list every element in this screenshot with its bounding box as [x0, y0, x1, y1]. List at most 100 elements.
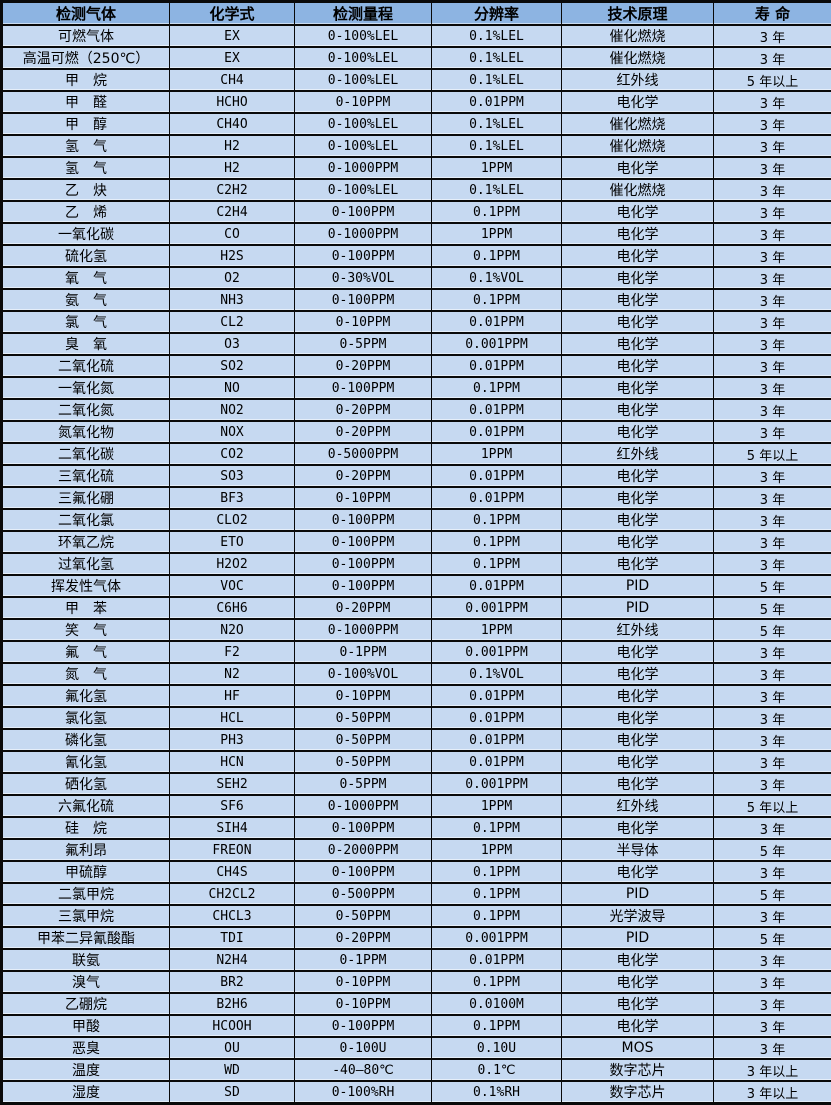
cell-formula: SD: [170, 1081, 295, 1104]
cell-lifespan: 3 年: [714, 421, 831, 443]
cell-range: 0-100PPM: [295, 861, 432, 883]
cell-lifespan: 3 年: [714, 267, 831, 289]
cell-gas-name: 甲 烷: [2, 69, 170, 91]
cell-range: 0-100PPM: [295, 1015, 432, 1037]
cell-resolution: 1PPM: [432, 839, 562, 861]
cell-lifespan: 3 年: [714, 289, 831, 311]
cell-gas-name: 氟 气: [2, 641, 170, 663]
cell-lifespan: 3 年: [714, 773, 831, 795]
cell-lifespan: 3 年: [714, 223, 831, 245]
cell-principle: 电化学: [562, 553, 714, 575]
cell-lifespan: 3 年: [714, 949, 831, 971]
cell-lifespan: 3 年: [714, 135, 831, 157]
cell-range: 0-10PPM: [295, 311, 432, 333]
cell-range: 0-10PPM: [295, 971, 432, 993]
cell-lifespan: 3 年: [714, 245, 831, 267]
cell-resolution: 0.1%LEL: [432, 25, 562, 47]
column-header-resolution: 分辨率: [432, 2, 562, 26]
cell-formula: HCL: [170, 707, 295, 729]
cell-resolution: 0.1PPM: [432, 509, 562, 531]
cell-formula: O3: [170, 333, 295, 355]
cell-formula: CH4: [170, 69, 295, 91]
cell-resolution: 1PPM: [432, 443, 562, 465]
cell-range: 0-1000PPM: [295, 157, 432, 179]
cell-principle: 电化学: [562, 267, 714, 289]
cell-formula: BR2: [170, 971, 295, 993]
cell-lifespan: 3 年: [714, 707, 831, 729]
cell-resolution: 0.01PPM: [432, 399, 562, 421]
cell-formula: CL2: [170, 311, 295, 333]
cell-principle: 红外线: [562, 619, 714, 641]
cell-gas-name: 氢 气: [2, 157, 170, 179]
cell-range: 0-10PPM: [295, 685, 432, 707]
cell-gas-name: 甲 苯: [2, 597, 170, 619]
cell-gas-name: 乙 烯: [2, 201, 170, 223]
cell-formula: NOX: [170, 421, 295, 443]
cell-lifespan: 5 年: [714, 839, 831, 861]
cell-formula: H2: [170, 157, 295, 179]
cell-range: 0-50PPM: [295, 707, 432, 729]
cell-formula: H2S: [170, 245, 295, 267]
cell-principle: PID: [562, 575, 714, 597]
cell-formula: CO2: [170, 443, 295, 465]
cell-gas-name: 磷化氢: [2, 729, 170, 751]
cell-formula: SIH4: [170, 817, 295, 839]
cell-range: 0-20PPM: [295, 399, 432, 421]
cell-principle: 电化学: [562, 993, 714, 1015]
cell-lifespan: 3 年: [714, 113, 831, 135]
cell-gas-name: 挥发性气体: [2, 575, 170, 597]
cell-formula: EX: [170, 47, 295, 69]
cell-lifespan: 3 年: [714, 179, 831, 201]
cell-principle: 电化学: [562, 773, 714, 795]
cell-gas-name: 乙 炔: [2, 179, 170, 201]
cell-principle: 电化学: [562, 201, 714, 223]
cell-formula: OU: [170, 1037, 295, 1059]
header-row: 检测气体 化学式 检测量程 分辨率 技术原理 寿 命: [2, 2, 831, 26]
cell-lifespan: 5 年以上: [714, 443, 831, 465]
cell-gas-name: 高温可燃（250℃）: [2, 47, 170, 69]
cell-range: 0-100%LEL: [295, 135, 432, 157]
cell-resolution: 0.1PPM: [432, 861, 562, 883]
cell-gas-name: 氨 气: [2, 289, 170, 311]
cell-gas-name: 二氯甲烷: [2, 883, 170, 905]
cell-range: 0-5PPM: [295, 333, 432, 355]
cell-formula: CO: [170, 223, 295, 245]
cell-gas-name: 氰化氢: [2, 751, 170, 773]
cell-lifespan: 3 年: [714, 1015, 831, 1037]
cell-range: 0-10PPM: [295, 993, 432, 1015]
cell-gas-name: 二氧化氮: [2, 399, 170, 421]
cell-range: 0-100PPM: [295, 201, 432, 223]
cell-formula: NH3: [170, 289, 295, 311]
cell-lifespan: 3 年: [714, 663, 831, 685]
cell-range: 0-500PPM: [295, 883, 432, 905]
cell-resolution: 0.001PPM: [432, 333, 562, 355]
cell-formula: HCN: [170, 751, 295, 773]
cell-gas-name: 笑 气: [2, 619, 170, 641]
cell-principle: 电化学: [562, 663, 714, 685]
cell-lifespan: 3 年: [714, 861, 831, 883]
cell-range: 0-1PPM: [295, 949, 432, 971]
cell-principle: 电化学: [562, 487, 714, 509]
cell-lifespan: 3 年: [714, 201, 831, 223]
cell-principle: 电化学: [562, 465, 714, 487]
cell-range: 0-2000PPM: [295, 839, 432, 861]
cell-principle: 电化学: [562, 355, 714, 377]
cell-gas-name: 氮 气: [2, 663, 170, 685]
cell-lifespan: 5 年: [714, 597, 831, 619]
cell-range: 0-100PPM: [295, 817, 432, 839]
cell-principle: MOS: [562, 1037, 714, 1059]
